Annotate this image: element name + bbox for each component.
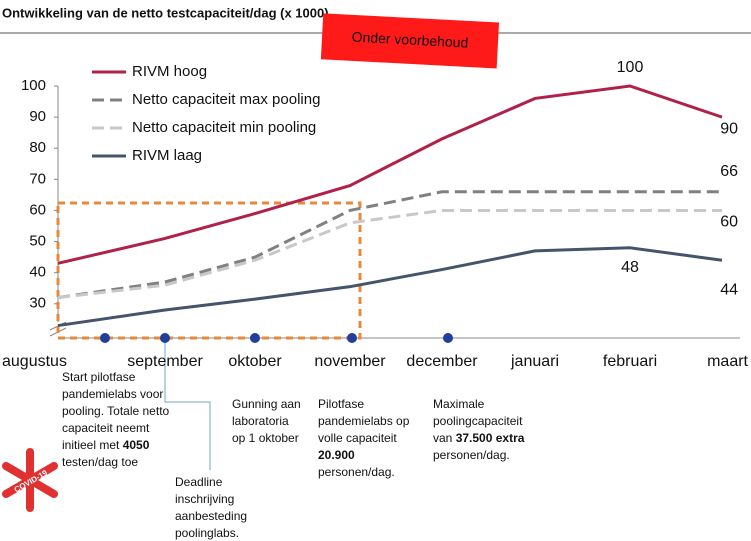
x-tick-label: januari [510, 353, 559, 370]
annotation-line: 20.900 [318, 448, 355, 462]
data-label: 44 [720, 281, 738, 298]
annotation-text: testen/dag toe [62, 455, 138, 469]
annotation-text: van [433, 431, 456, 445]
annotation-text: op 1 oktober [232, 431, 299, 445]
y-tick-label: 60 [29, 201, 46, 218]
annotation-text: initieel met [62, 438, 123, 452]
y-tick-label: 40 [29, 264, 46, 281]
annotation-text: 4050 [123, 438, 150, 452]
legend-label: RIVM laag [132, 147, 202, 164]
y-tick-label: 90 [29, 108, 46, 125]
annotation-line: Pilotfase [318, 397, 364, 411]
annotation-line: poolingcapaciteit [433, 414, 523, 428]
annotation-text: poolinglabs. [175, 526, 239, 540]
annotation-text: Gunning aan [232, 397, 301, 411]
legend-label: Netto capaciteit min pooling [132, 119, 316, 136]
annotation-text: personen/dag. [318, 465, 395, 479]
x-tick-label: oktober [228, 353, 282, 370]
x-tick-label: november [314, 353, 386, 370]
annotation-text: poolingcapaciteit [433, 414, 523, 428]
covid-logo: COVID-19 [2, 448, 58, 512]
annotation-text: capaciteit neemt [62, 421, 150, 435]
y-tick-label: 100 [21, 77, 46, 94]
series-line [57, 208, 722, 300]
data-label: 90 [720, 120, 738, 137]
annotation-text: 20.900 [318, 448, 355, 462]
annotation-text: inschrijving [175, 492, 234, 506]
annotation-line: Gunning aan [232, 397, 301, 411]
annotation-text: 37.500 extra [456, 431, 525, 445]
annotation-text: Start pilotfase [62, 370, 136, 384]
annotation-line: pandemielabs voor [62, 387, 163, 401]
annotation-line: personen/dag. [318, 465, 395, 479]
annotation-line: Maximale [433, 397, 485, 411]
annotation-text: Pilotfase [318, 397, 364, 411]
event-dot [347, 333, 357, 343]
event-dot [160, 333, 170, 343]
annotation-text: pooling. Totale netto [62, 404, 170, 418]
series-line [57, 84, 723, 265]
y-tick-label: 70 [29, 170, 46, 187]
data-label: 60 [720, 214, 738, 231]
x-tick-label: maart [707, 353, 748, 370]
legend-label: Netto capaciteit max pooling [132, 91, 320, 108]
annotation-line: inschrijving [175, 492, 234, 506]
annotation-line: laboratoria [232, 414, 289, 428]
annotation-line: personen/dag. [433, 448, 510, 462]
annotation-line: aanbesteding [175, 509, 247, 523]
annotation-text: Deadline [175, 475, 223, 489]
pilot-box [56, 201, 362, 340]
chart-title: Ontwikkeling van de netto testcapaciteit… [2, 5, 329, 20]
annotation-text: personen/dag. [433, 448, 510, 462]
connector [164, 338, 211, 470]
annotation-line: poolinglabs. [175, 526, 239, 540]
x-tick-label: december [406, 353, 478, 370]
event-dot [250, 333, 260, 343]
x-tick-label: februari [603, 353, 657, 370]
logo-mark [2, 448, 58, 512]
annotation-line: Start pilotfase [62, 370, 136, 384]
annotation-text: pandemielabs op [318, 414, 410, 428]
y-tick-label: 80 [29, 139, 46, 156]
annotation-text: volle capaciteit [318, 431, 397, 445]
annotation-text: aanbesteding [175, 509, 247, 523]
y-tick-label: 50 [29, 233, 46, 250]
stamp: Onder voorbehoud [320, 13, 500, 69]
series-line [57, 190, 722, 300]
annotation-line: volle capaciteit [318, 431, 397, 445]
annotation-line: testen/dag toe [62, 455, 138, 469]
annotation-line: Deadline [175, 475, 223, 489]
annotation-line: op 1 oktober [232, 431, 299, 445]
legend-label: RIVM hoog [132, 63, 207, 80]
event-dot [100, 333, 110, 343]
annotation-line: initieel met 4050 [62, 438, 150, 452]
data-label: 66 [720, 163, 738, 180]
stamp-text: Onder voorbehoud [351, 29, 468, 51]
annotation-line: pooling. Totale netto [62, 404, 170, 418]
annotation-line: pandemielabs op [318, 414, 410, 428]
x-tick-label: september [127, 353, 203, 370]
annotation-line: capaciteit neemt [62, 421, 150, 435]
x-tick-label: augustus [2, 353, 67, 370]
annotation-line: van 37.500 extra [433, 431, 525, 445]
annotation-text: pandemielabs voor [62, 387, 163, 401]
data-label: 100 [617, 59, 644, 76]
event-dot [443, 333, 453, 343]
series-line [57, 246, 723, 328]
annotation-text: Maximale [433, 397, 485, 411]
annotation-text: laboratoria [232, 414, 289, 428]
data-label: 48 [621, 259, 639, 276]
y-tick-label: 30 [29, 295, 46, 312]
stamp-box [320, 13, 500, 69]
